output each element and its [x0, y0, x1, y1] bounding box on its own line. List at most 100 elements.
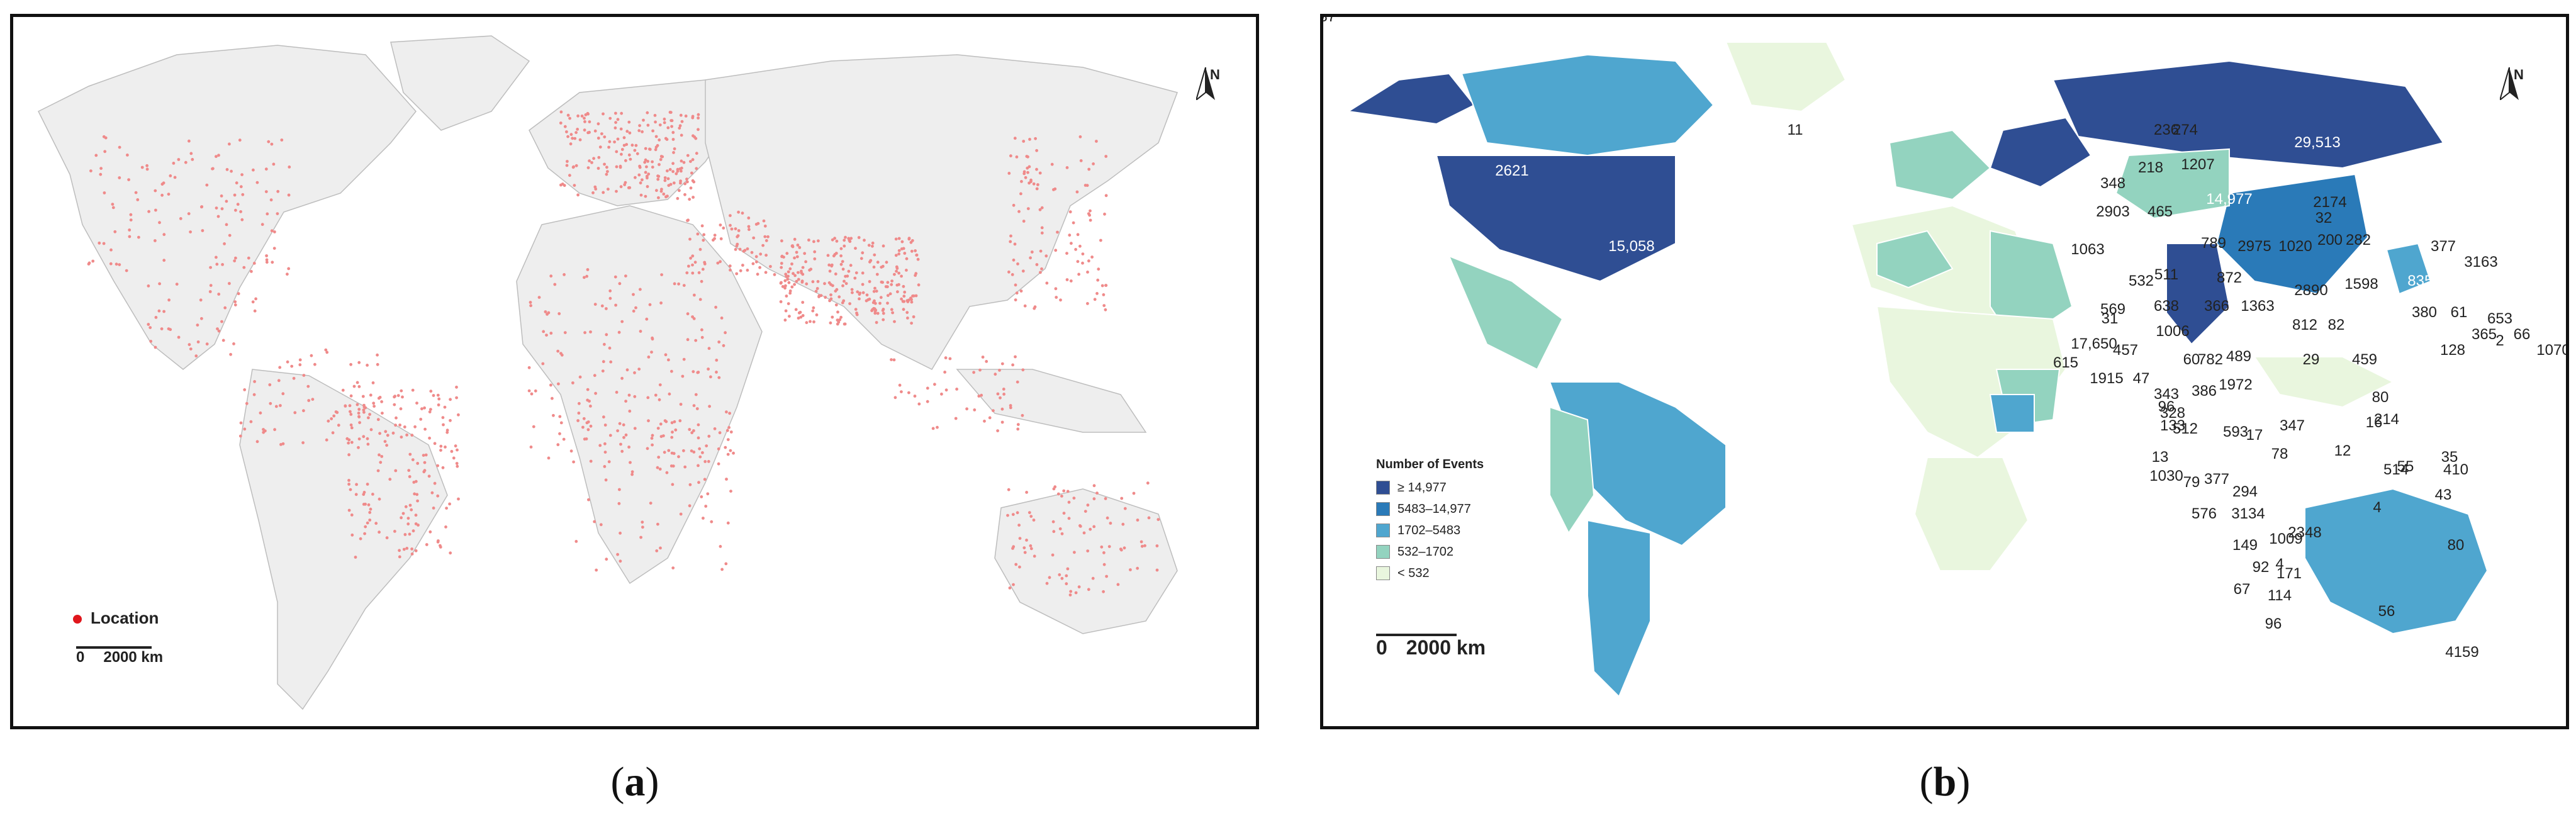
event-point: [1030, 250, 1034, 254]
event-point: [430, 491, 434, 495]
event-point: [1146, 481, 1150, 485]
event-point: [302, 374, 306, 377]
event-point: [725, 478, 728, 481]
event-point: [1104, 284, 1107, 287]
event-point: [679, 113, 683, 117]
event-point: [87, 261, 91, 265]
event-point: [113, 230, 117, 233]
country-count-label: 653: [2487, 310, 2513, 327]
event-point: [773, 273, 776, 276]
event-point: [1021, 413, 1024, 417]
event-point: [188, 139, 191, 143]
event-point: [664, 195, 668, 199]
event-point: [746, 269, 749, 272]
event-point: [634, 143, 638, 147]
event-point: [357, 412, 361, 415]
event-point: [380, 400, 383, 403]
event-point: [742, 249, 746, 253]
event-point: [354, 556, 357, 559]
event-point: [255, 181, 259, 184]
event-point: [599, 523, 603, 527]
event-point: [1065, 252, 1068, 255]
event-point: [553, 283, 557, 286]
event-point: [1068, 210, 1072, 214]
event-point: [817, 239, 820, 243]
caption-b: (b): [1882, 758, 2008, 806]
event-point: [584, 113, 588, 116]
event-point: [854, 247, 857, 250]
event-point: [646, 176, 649, 180]
event-point: [647, 172, 651, 176]
event-point: [831, 315, 834, 319]
event-point: [641, 178, 644, 182]
event-point: [395, 416, 398, 420]
event-point: [738, 247, 742, 251]
event-point: [973, 408, 977, 412]
event-point: [378, 497, 381, 501]
event-point: [529, 446, 533, 449]
event-point: [147, 210, 151, 213]
event-point: [220, 320, 223, 323]
event-point: [692, 451, 696, 454]
event-point: [1065, 574, 1068, 578]
event-point: [349, 488, 352, 491]
event-point: [310, 354, 313, 357]
event-point: [671, 464, 675, 468]
event-point: [1069, 279, 1073, 283]
event-point: [1077, 272, 1080, 276]
event-point: [233, 303, 237, 306]
event-point: [162, 259, 166, 262]
event-point: [659, 422, 663, 426]
event-point: [423, 461, 427, 464]
event-point: [1028, 511, 1031, 514]
legend-row: 5483–14,977: [1376, 498, 1484, 520]
event-point: [401, 395, 404, 399]
event-point: [189, 230, 192, 233]
event-point: [398, 549, 401, 552]
caption-open: (: [610, 759, 625, 805]
event-point: [737, 229, 741, 232]
country-region: [1347, 72, 1476, 125]
country-count-label: 218: [2137, 159, 2164, 176]
event-point: [273, 428, 276, 432]
event-point: [456, 464, 459, 468]
north-america-landmass: [37, 45, 417, 370]
event-point: [557, 312, 561, 315]
event-point: [672, 181, 676, 185]
event-point: [861, 271, 865, 275]
country-fill-layer: [1347, 42, 2489, 698]
event-point: [99, 172, 103, 176]
event-point: [636, 152, 639, 155]
event-point: [145, 164, 149, 167]
event-point: [1054, 287, 1058, 291]
event-point: [603, 451, 607, 454]
event-point: [905, 269, 908, 272]
event-point: [233, 300, 237, 303]
event-point: [167, 193, 171, 196]
event-point: [998, 369, 1001, 372]
event-point: [668, 168, 672, 171]
event-point: [1032, 518, 1036, 522]
event-point: [876, 261, 880, 264]
event-point: [1078, 525, 1082, 528]
event-point: [900, 240, 904, 244]
event-point: [769, 265, 772, 268]
event-point: [274, 405, 278, 408]
event-point: [350, 533, 354, 537]
event-point: [1065, 166, 1069, 169]
event-point: [700, 328, 703, 332]
event-point: [147, 284, 150, 288]
event-point: [748, 228, 751, 232]
event-point: [896, 290, 899, 294]
event-point: [985, 360, 988, 363]
event-point: [1028, 181, 1031, 185]
event-point: [350, 426, 354, 430]
event-point: [624, 159, 627, 162]
event-point: [890, 358, 893, 361]
event-point: [281, 392, 285, 396]
event-point: [842, 299, 846, 303]
event-point: [659, 301, 663, 305]
event-point: [645, 165, 648, 169]
event-point: [399, 407, 403, 411]
event-point: [566, 135, 569, 138]
